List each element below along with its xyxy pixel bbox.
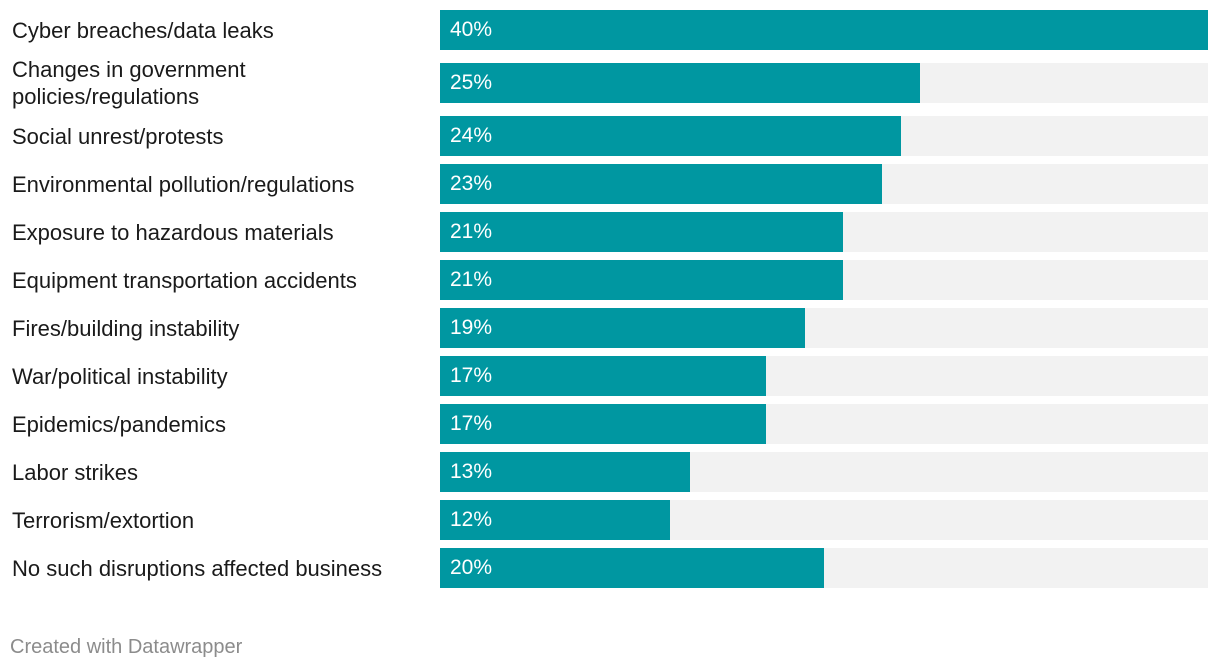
data-label: 20% <box>450 556 493 579</box>
bar-row: Changes in government policies/regulatio… <box>0 48 1220 109</box>
bar-track: 21% <box>440 260 1208 300</box>
bar-track: 40% <box>440 10 1208 50</box>
data-label: 13% <box>450 460 493 483</box>
bar-track: 21% <box>440 212 1208 252</box>
bar-track: 23% <box>440 164 1208 204</box>
bar <box>440 452 690 492</box>
bar <box>440 500 670 540</box>
category-label: Equipment transportation accidents <box>12 267 357 293</box>
category-label: Epidemics/pandemics <box>12 411 226 437</box>
bar <box>440 116 901 156</box>
bar-track: 20% <box>440 548 1208 588</box>
data-label: 40% <box>450 18 493 41</box>
bar-row: No such disruptions affected business 20% <box>0 538 1220 588</box>
bar-track: 17% <box>440 356 1208 396</box>
bar-row: War/political instability 17% <box>0 346 1220 396</box>
bar <box>440 10 1208 50</box>
datawrapper-credit: Created with Datawrapper <box>10 636 243 658</box>
data-label: 23% <box>450 172 493 195</box>
bar <box>440 404 766 444</box>
bar <box>440 548 824 588</box>
bar-track: 13% <box>440 452 1208 492</box>
bar-row: Fires/building instability 19% <box>0 298 1220 348</box>
data-label: 17% <box>450 412 493 435</box>
bar-track: 24% <box>440 116 1208 156</box>
bar <box>440 164 882 204</box>
data-label: 21% <box>450 220 493 243</box>
bar-row: Epidemics/pandemics 17% <box>0 394 1220 444</box>
bar-row: Exposure to hazardous materials 21% <box>0 202 1220 252</box>
bar-row: Equipment transportation accidents 21% <box>0 250 1220 300</box>
bar-row: Social unrest/protests 24% <box>0 106 1220 156</box>
category-label: Exposure to hazardous materials <box>12 219 334 245</box>
bar-row: Terrorism/extortion 12% <box>0 490 1220 540</box>
bar <box>440 308 805 348</box>
bar <box>440 212 843 252</box>
data-label: 17% <box>450 364 493 387</box>
category-label: Social unrest/protests <box>12 123 224 149</box>
bar-track: 12% <box>440 500 1208 540</box>
category-label: War/political instability <box>12 363 228 389</box>
bar-track: 25% <box>440 63 1208 103</box>
bar-chart: Cyber breaches/data leaks 40% Changes in g… <box>0 0 1220 588</box>
bar <box>440 356 766 396</box>
data-label: 21% <box>450 268 493 291</box>
data-label: 25% <box>450 71 493 94</box>
bar-track: 19% <box>440 308 1208 348</box>
data-label: 24% <box>450 124 493 147</box>
bar-row: Environmental pollution/regulations 23% <box>0 154 1220 204</box>
category-label: Labor strikes <box>12 459 138 485</box>
category-label: Changes in government policies/regulatio… <box>12 57 246 109</box>
data-label: 19% <box>450 316 493 339</box>
category-label: Terrorism/extortion <box>12 507 195 533</box>
category-label: Environmental pollution/regulations <box>12 171 355 197</box>
bar <box>440 63 920 103</box>
data-label: 12% <box>450 508 493 531</box>
bar-track: 17% <box>440 404 1208 444</box>
bar-row: Labor strikes 13% <box>0 442 1220 492</box>
category-label: No such disruptions affected business <box>12 555 383 581</box>
category-label: Cyber breaches/data leaks <box>12 17 274 43</box>
bar-row: Cyber breaches/data leaks 40% <box>0 0 1220 50</box>
category-label: Fires/building instability <box>12 315 240 341</box>
bar <box>440 260 843 300</box>
